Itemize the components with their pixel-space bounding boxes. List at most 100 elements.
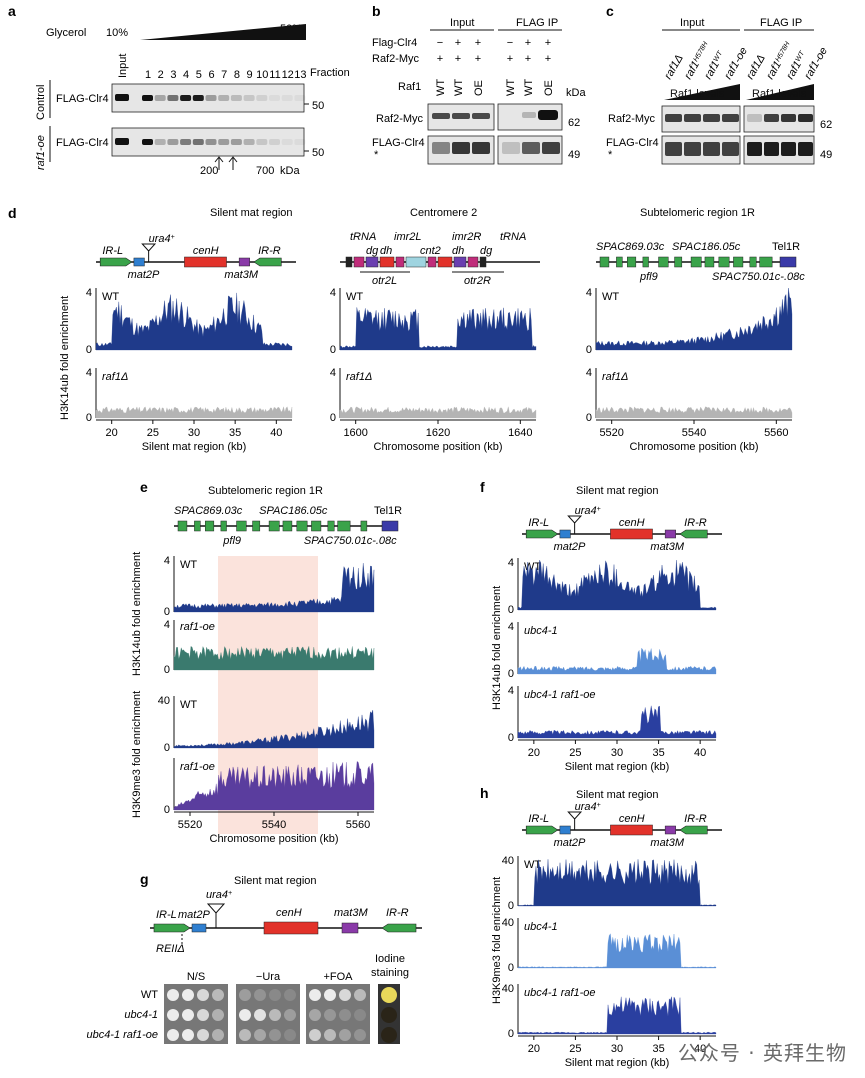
x-tick-label-40: 40 — [694, 747, 706, 759]
gene-box — [337, 520, 351, 532]
superscript: + — [171, 234, 175, 241]
raf1-lane-1: WT — [453, 79, 465, 96]
gene-box — [658, 256, 669, 268]
x-tick-label-1620: 1620 — [426, 427, 450, 439]
band — [432, 142, 450, 154]
superscript: + — [597, 506, 601, 513]
band — [684, 114, 701, 122]
colony-spot — [309, 989, 321, 1001]
band — [522, 142, 540, 154]
x-tick-label-5520: 5520 — [178, 819, 202, 831]
centromere-element — [479, 256, 487, 268]
x-tick-label-25: 25 — [147, 427, 159, 439]
colony-spot — [309, 1029, 321, 1041]
gene-label-ir-l: IR-L — [156, 909, 177, 921]
y-tick-max: 4 — [508, 685, 514, 697]
colony-spot — [354, 1009, 366, 1021]
h-tracks: 40 0 WT 40 0 ubc4-1 40 0 ubc4-1 raf1-oe 20 25 30 35 4… — [502, 855, 717, 1069]
sign-flag-5: + — [545, 37, 551, 49]
colony-spot — [182, 1009, 194, 1021]
gene-box — [177, 520, 188, 532]
band-fraction-9 — [243, 95, 255, 101]
centromere-element — [453, 256, 467, 268]
x-tick-label-35: 35 — [652, 1043, 664, 1055]
c-asterisk: * — [608, 149, 613, 161]
band-fraction-5 — [192, 95, 204, 101]
x-axis-label: Silent mat region (kb) — [565, 1057, 670, 1069]
band — [722, 114, 739, 122]
colony-spot — [324, 1029, 336, 1041]
ura4-insertion-icon — [567, 515, 583, 534]
gene-label-imr2r: imr2R — [452, 231, 481, 243]
band — [781, 142, 796, 156]
c-lane-superscript: H578H — [692, 40, 709, 63]
sign-myc-4: + — [525, 53, 531, 65]
c-levels-label-input: Raf1 levels — [670, 88, 725, 100]
signal-raf1-delta — [595, 406, 793, 419]
cenh-element — [184, 256, 227, 268]
e-title: Subtelomeric region 1R — [208, 485, 323, 497]
panel-letter-f: f — [480, 479, 485, 495]
band — [452, 142, 470, 154]
gene-label-ura4: ura4+ — [149, 233, 175, 245]
band — [665, 114, 682, 122]
band — [502, 142, 520, 154]
gene-label-ura4: ura4+ — [575, 505, 601, 517]
colony-spot — [197, 1009, 209, 1021]
x-tick-label-5560: 5560 — [764, 427, 788, 439]
band-fraction-12 — [281, 139, 293, 145]
gene-label-trna: tRNA — [350, 231, 376, 243]
f-track-label-ubc4-oe: ubc4-1 raf1-oe — [524, 689, 596, 701]
signal-wt — [595, 287, 793, 351]
gene-label-ir-r: IR-R — [684, 813, 707, 825]
gene-label-mat3m: mat3M — [650, 837, 684, 849]
gene-label-spac750: SPAC750.01c-.08c — [304, 535, 397, 547]
centromere-element — [365, 256, 379, 268]
y-tick-min: 0 — [508, 604, 514, 616]
colony-spot — [167, 989, 179, 1001]
b-blot1-bands — [432, 110, 558, 120]
sign-flag-4: + — [525, 37, 531, 49]
x-tick-label-30: 30 — [188, 427, 200, 439]
gene-label-spac869: SPAC869.03c — [596, 241, 665, 253]
e-signal-oe-me — [173, 761, 375, 811]
centromere-element — [379, 256, 395, 268]
fraction-numbers: 1 2 3 4 5 6 7 8 9 10 11 12 13 — [145, 69, 307, 81]
f-signal-wt — [517, 559, 717, 611]
raf1-oe-row-label: raf1-oe — [35, 135, 47, 170]
x-axis-label: Silent mat region (kb) — [565, 761, 670, 773]
gene-box — [236, 520, 247, 532]
x-tick-label-5520: 5520 — [599, 427, 623, 439]
gene-label-ir-l: IR-L — [528, 517, 549, 529]
band-fraction-7 — [218, 139, 230, 145]
centromere-element — [405, 256, 427, 268]
marker-200: 200 — [200, 165, 218, 177]
control-row-label: Control — [35, 85, 47, 120]
ir-r-element — [679, 825, 708, 835]
band-fraction-13 — [294, 139, 306, 145]
panel-letter-g: g — [140, 871, 149, 887]
ir-r-element — [253, 257, 282, 267]
y-tick-min: 0 — [164, 804, 170, 816]
b-blot1-protein: Raf2-Myc — [376, 113, 424, 125]
y-tick-min: 0 — [508, 900, 514, 912]
gene-label-pfl9: pfl9 — [222, 535, 241, 547]
sign-flag-1: + — [455, 37, 461, 49]
band-fraction-13 — [294, 95, 306, 101]
fraction-number-8: 8 — [234, 69, 240, 81]
fraction-number-11: 11 — [269, 69, 280, 81]
mat3m-element — [664, 825, 676, 835]
gene-box — [268, 520, 280, 532]
sign-flag-3: − — [507, 37, 513, 49]
c-lane-superscript: WT — [712, 49, 724, 63]
colony-spot — [354, 1029, 366, 1041]
band — [722, 142, 739, 156]
gene-box — [616, 256, 623, 268]
colony-spot — [284, 989, 296, 1001]
b-header-input: Input — [450, 17, 474, 29]
h-track-label-ubc4: ubc4-1 — [524, 921, 558, 933]
c-blot2-protein: FLAG-Clr4 — [606, 137, 659, 149]
gene-label-cenh: cenH — [619, 813, 645, 825]
sign-myc-0: + — [437, 53, 443, 65]
